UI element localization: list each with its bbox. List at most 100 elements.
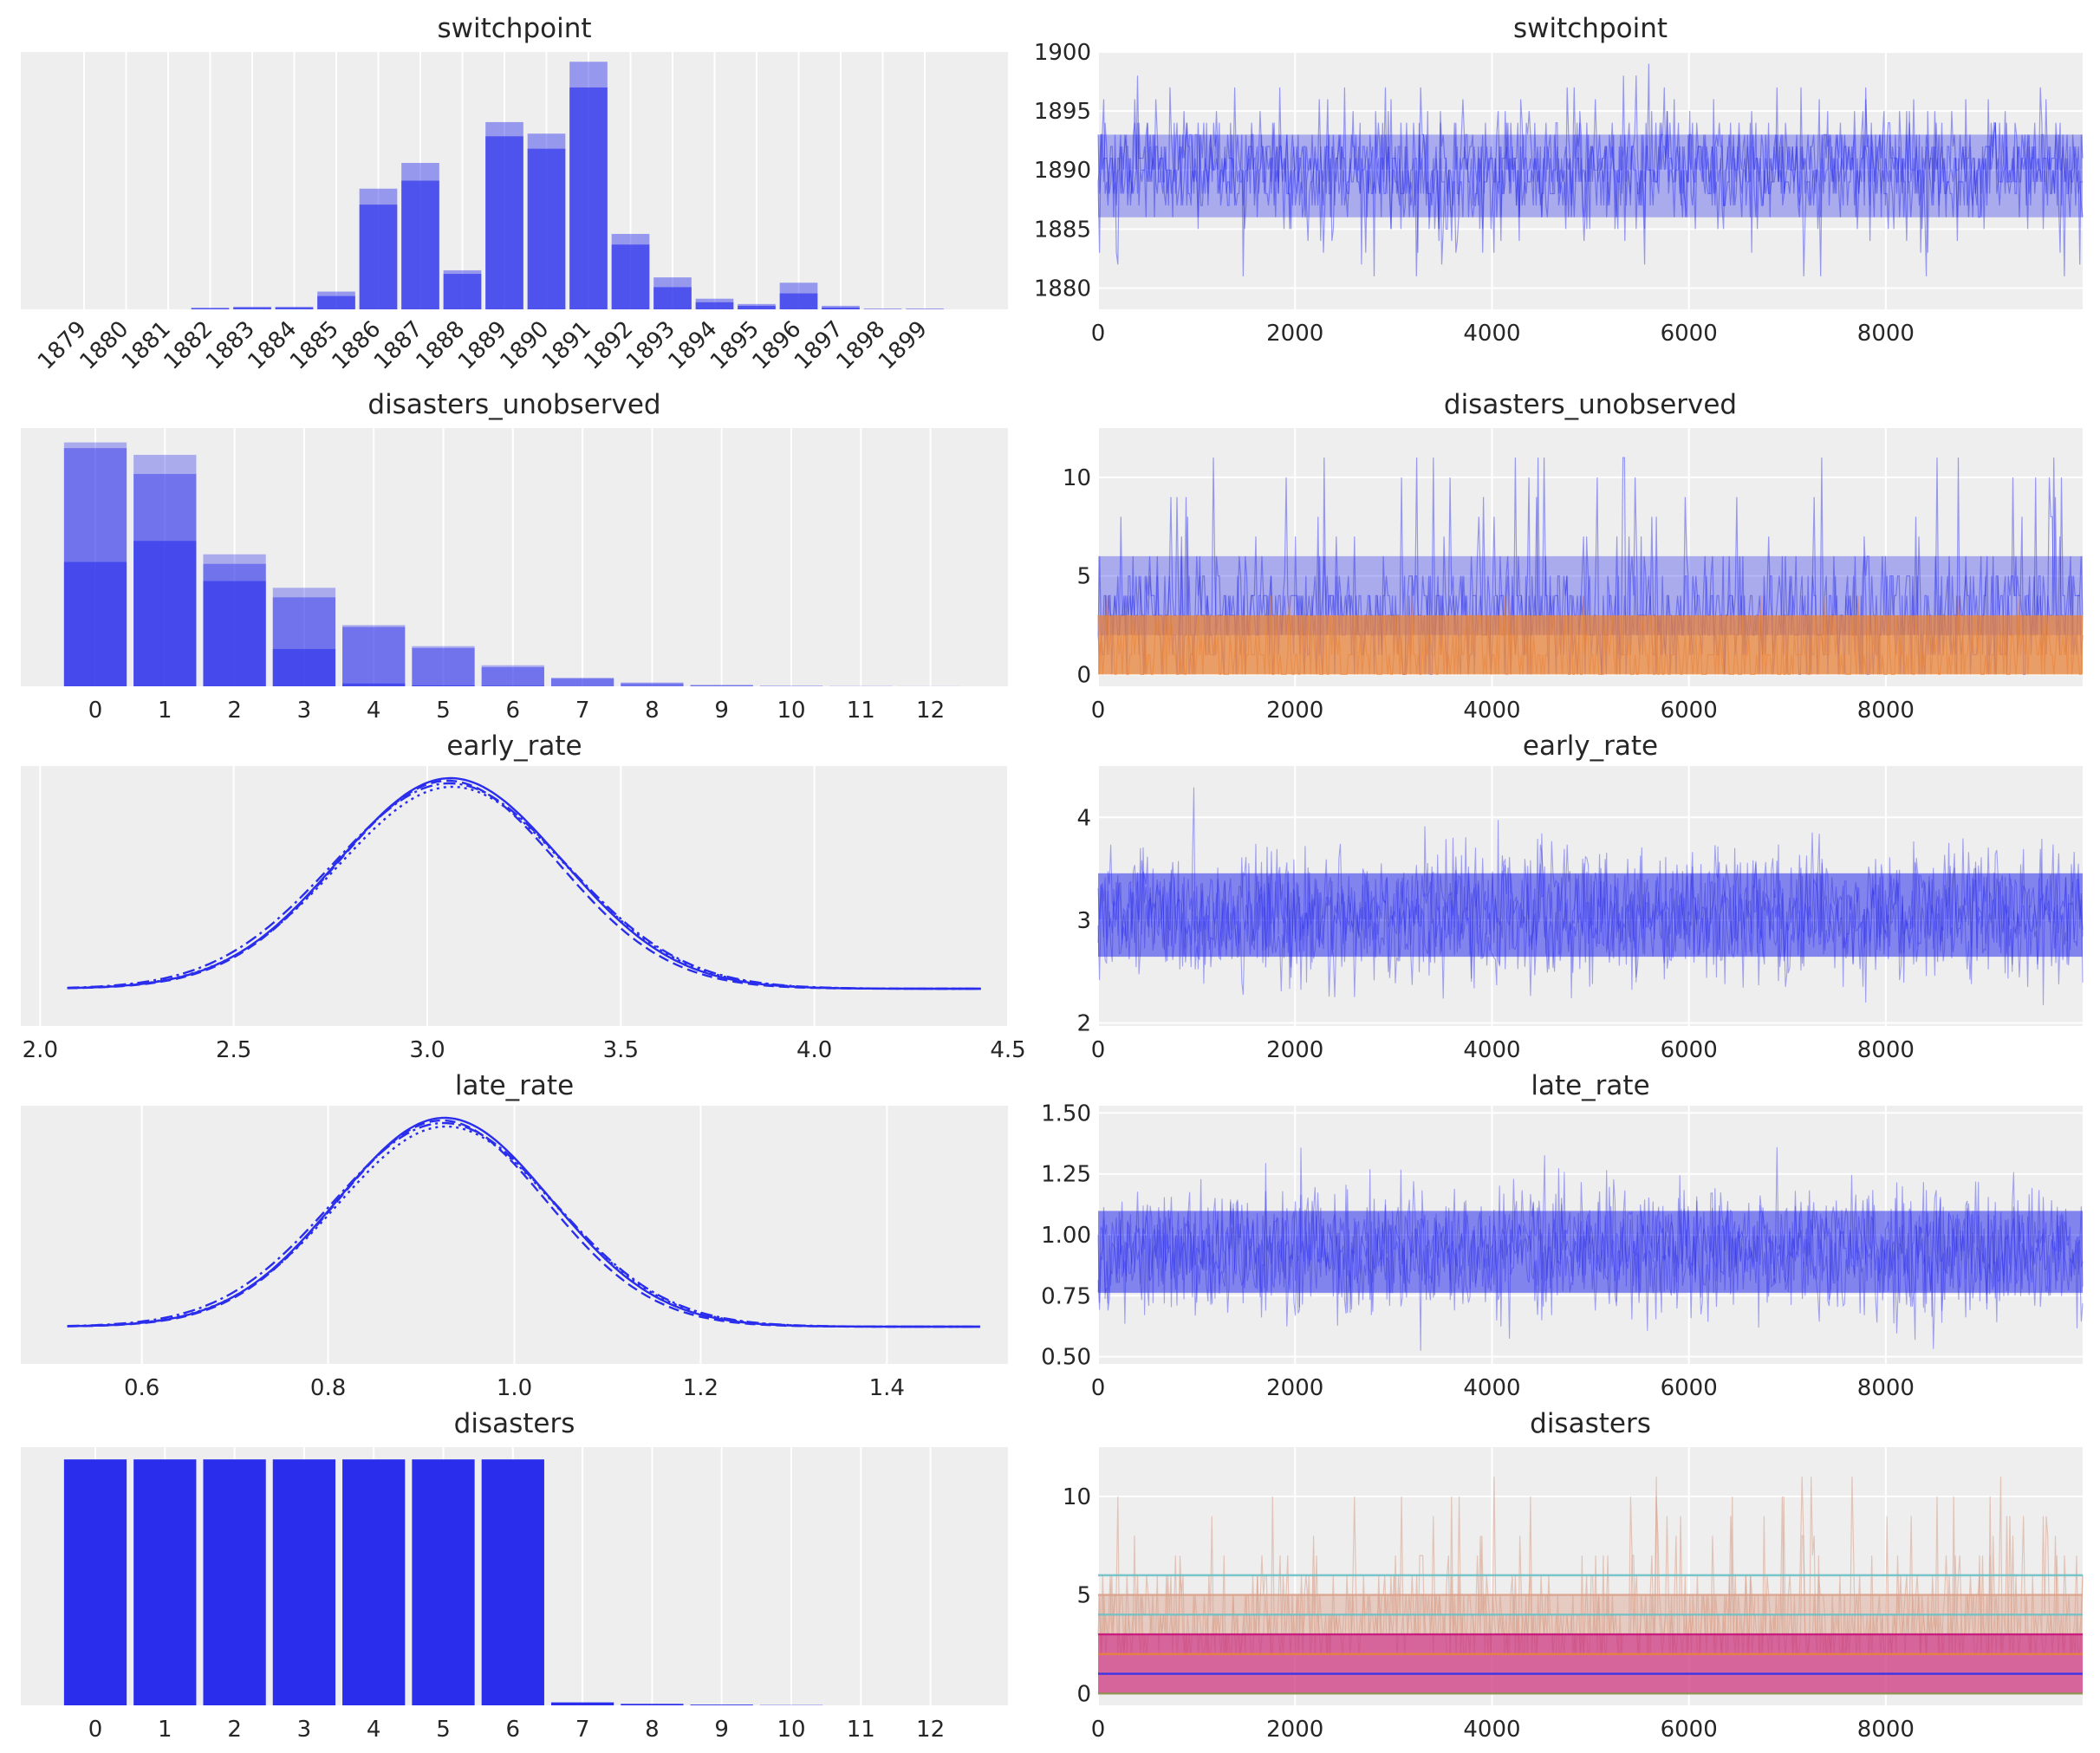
x-tick-label: 1897 [790,316,848,375]
panel-right-1: switchpoint 0 2000 4000 6000 8000 1880 1885 1890… [1034,13,2084,347]
bar [759,685,823,686]
x-tick-label: 4000 [1463,1037,1520,1063]
chart-title: disasters_unobserved [1444,389,1737,420]
x-tick-label: 6000 [1661,1717,1718,1743]
y-tick-label: 1.25 [1041,1162,1091,1188]
x-tick-label: 1896 [747,316,806,375]
bar [527,148,566,309]
x-tick-label: 2000 [1266,698,1323,724]
x-tick-label: 4.0 [796,1037,832,1063]
y-tick-label: 10 [1063,1484,1091,1510]
x-tick-label: 1881 [117,316,176,375]
bar [653,287,692,309]
bar [342,1459,406,1705]
x-tick-label: 0 [88,698,103,724]
x-tick-label: 8000 [1857,1717,1915,1743]
x-tick-label: 1884 [243,316,302,375]
x-tick-label: 1894 [663,316,722,375]
x-tick-label: 4000 [1463,698,1520,724]
y-tick-label: 4 [1076,805,1091,831]
bar [690,685,753,686]
trace-line [1097,1163,2084,1349]
x-tick-label: 1 [158,1717,172,1743]
trace-line [1097,75,2083,276]
x-tick-label: 1895 [705,316,764,375]
x-tick-label: 2000 [1266,1037,1323,1063]
chart-title: disasters [1530,1408,1651,1439]
x-tick-label: 1.2 [683,1375,718,1401]
x-tick-label: 8 [645,698,660,724]
x-tick-label: 6000 [1661,1375,1718,1401]
x-tick-label: 1889 [453,316,512,375]
x-tick-label: 10 [777,1717,805,1743]
y-tick-label: 5 [1076,564,1091,590]
x-tick-label: 2.5 [216,1037,251,1063]
trace-density [1098,873,2083,958]
bar [611,244,650,309]
y-tick-label: 0.75 [1041,1283,1091,1309]
trace-line [1097,820,2084,1005]
x-tick-label: 0.8 [310,1375,346,1401]
panel-right-7: late_rate 0 2000 4000 6000 8000 0.50 0.75 1.00 1.… [1041,1070,2084,1401]
x-tick-label: 11 [847,1717,875,1743]
bar [906,308,944,309]
panel-left-0: switchpoint18791880188118821883188418851… [21,13,1008,375]
bar [412,685,475,686]
panel-right-5: early_rate 0 2000 4000 6000 8000 2 3 4 [1076,730,2084,1063]
bar [342,683,406,686]
x-tick-label: 6 [506,1717,521,1743]
x-tick-label: 1 [158,698,172,724]
y-tick-label: 1.50 [1041,1100,1091,1126]
x-tick-label: 7 [575,698,590,724]
x-tick-label: 2000 [1266,1375,1323,1401]
plot-area [21,766,1008,1026]
bar [412,647,475,686]
x-tick-label: 1.0 [497,1375,532,1401]
x-tick-label: 0 [1091,698,1106,724]
bar [690,685,753,686]
bar [342,625,406,686]
chart-title: disasters [454,1408,575,1439]
x-tick-label: 2 [227,698,242,724]
x-tick-label: 2000 [1266,1717,1323,1743]
x-tick-label: 3.0 [409,1037,445,1063]
x-tick-label: 4000 [1463,1717,1520,1743]
trace-line [1097,75,2084,276]
bar [401,180,439,309]
y-tick-label: 0 [1076,662,1091,688]
bar [203,581,266,686]
y-tick-label: 0 [1076,1681,1091,1707]
x-tick-label: 0 [1091,1717,1106,1743]
x-tick-label: 4000 [1463,321,1520,347]
x-tick-label: 1890 [495,316,554,375]
x-tick-label: 12 [916,1717,945,1743]
bar [550,678,614,686]
trace-line [1097,1146,2084,1339]
y-tick-label: 1890 [1034,158,1091,184]
bar [481,665,544,686]
x-tick-label: 8 [645,1717,660,1743]
x-tick-label: 6000 [1661,321,1718,347]
trace-line [1097,787,2084,999]
bar [822,307,860,309]
y-tick-label: 1880 [1034,276,1091,302]
x-tick-label: 12 [916,698,945,724]
x-tick-label: 1883 [201,316,260,375]
x-tick-label: 1886 [327,316,386,375]
x-tick-label: 4 [367,698,381,724]
trace-density [1098,1211,2083,1293]
x-tick-label: 1879 [33,316,92,375]
x-tick-label: 1885 [285,316,344,375]
x-tick-label: 0 [1091,1037,1106,1063]
chart-title: switchpoint [437,13,591,44]
trace-density [1098,134,2083,218]
panel-right-3: disasters_unobserved 0 2000 4000 6000 8000 0 5 1… [1063,389,2084,724]
chart-title: disasters_unobserved [367,389,660,420]
plot-area [1098,52,2083,309]
bar [272,648,336,686]
kde-line [67,1121,980,1328]
x-tick-label: 8000 [1857,698,1915,724]
bar [412,646,475,686]
